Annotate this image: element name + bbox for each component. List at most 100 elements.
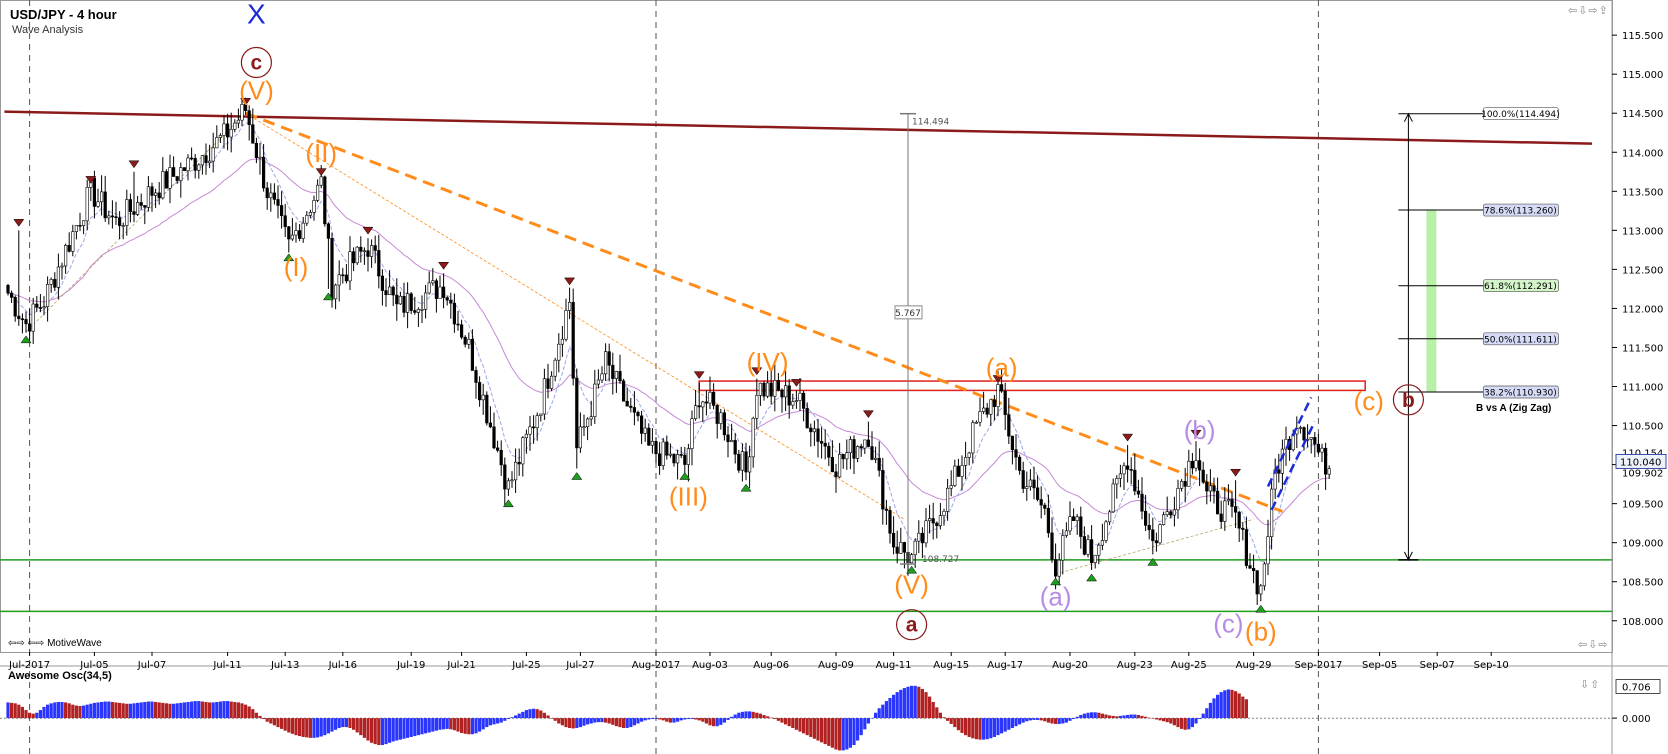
pivot-low-marker	[906, 565, 918, 574]
motivewave-brand[interactable]: ⇦⇨ ⇦⇨ MotiveWave	[8, 638, 102, 649]
osc-bar	[805, 718, 809, 736]
wave-label: (a)	[1040, 581, 1072, 611]
candle-body	[258, 156, 262, 159]
candle-body	[585, 418, 590, 428]
candle-body	[1118, 473, 1122, 479]
osc-bar	[812, 718, 816, 739]
osc-bar	[589, 718, 593, 724]
candle-body	[888, 510, 892, 534]
orange-downtrend-line	[245, 111, 1283, 513]
osc-bar	[323, 718, 327, 736]
osc-bar	[737, 712, 741, 719]
osc-bar	[524, 710, 528, 719]
candle-body	[593, 383, 597, 418]
osc-bar	[434, 718, 438, 731]
osc-bar	[996, 718, 1000, 736]
candle-body	[1183, 481, 1187, 487]
candle-body	[582, 426, 586, 429]
osc-bar	[280, 718, 284, 729]
pivot-low-marker	[1255, 604, 1267, 613]
candle-body	[319, 176, 323, 186]
candle-body	[521, 437, 525, 465]
candle-body	[470, 339, 475, 371]
osc-bar	[388, 718, 392, 743]
osc-bar	[802, 718, 806, 734]
osc-bar	[186, 701, 190, 719]
candle-body	[1097, 544, 1101, 556]
candle-body	[1190, 460, 1194, 469]
candle-body	[431, 280, 435, 284]
candle-body	[6, 284, 10, 294]
candle-body	[1043, 504, 1047, 509]
osc-bar	[636, 718, 640, 724]
candle-body	[722, 412, 726, 436]
osc-bar	[546, 715, 550, 719]
candle-body	[737, 453, 741, 471]
osc-bar	[1190, 718, 1194, 728]
pane-controls-bottom[interactable]: ⇦⇩⇨	[1578, 639, 1609, 651]
candle-body	[834, 471, 838, 478]
osc-bar	[247, 706, 251, 719]
y-tick-label: 112.500	[1622, 265, 1663, 276]
osc-bar	[1072, 718, 1076, 720]
osc-bar	[244, 704, 248, 719]
candle-body	[1100, 540, 1104, 546]
osc-bar	[121, 703, 125, 719]
osc-bar	[499, 718, 503, 723]
candle-body	[42, 306, 46, 309]
osc-bar	[132, 703, 136, 719]
osc-bar	[733, 714, 737, 719]
candle-body	[445, 297, 449, 301]
candle-body	[942, 511, 946, 516]
osc-bar	[960, 718, 964, 733]
osc-bar	[902, 688, 906, 719]
candle-body	[510, 479, 514, 482]
fib-level-label: 61.8%(112.291)	[1484, 282, 1557, 292]
candle-body	[387, 286, 392, 296]
candle-body	[27, 323, 32, 332]
candle-body	[783, 385, 788, 398]
osc-bar	[208, 702, 212, 719]
osc-bar	[64, 702, 68, 719]
candle-body	[1234, 506, 1238, 513]
candle-body	[751, 417, 755, 458]
osc-bar	[492, 718, 496, 725]
candle-body	[172, 167, 176, 177]
candle-body	[614, 371, 618, 379]
osc-bar	[1219, 692, 1223, 719]
candle-body	[989, 399, 993, 415]
osc-bar	[629, 718, 633, 728]
osc-bar	[632, 718, 636, 726]
pane-controls-top[interactable]: ⇦⇩⇨⇪	[1568, 5, 1609, 17]
osc-bar	[1097, 712, 1101, 719]
osc-bar	[254, 712, 258, 719]
candle-body	[1324, 447, 1328, 475]
tan-guide-line-2	[1055, 518, 1254, 575]
candle-body	[481, 394, 485, 401]
candle-body	[92, 177, 96, 207]
osc-bar	[510, 717, 514, 719]
candle-body	[848, 439, 852, 453]
wave-label: (V)	[239, 75, 274, 105]
candle-body	[513, 461, 518, 481]
candle-body	[1104, 521, 1108, 541]
pivot-high-marker	[128, 160, 140, 169]
osc-bar	[809, 718, 813, 737]
x-tick-label: Jul-05	[79, 660, 108, 671]
wave-label: (III)	[669, 481, 708, 511]
osc-bar	[1133, 714, 1137, 719]
candle-body	[935, 522, 939, 526]
osc-bar	[913, 685, 917, 719]
osc-bar	[931, 701, 935, 719]
candle-body	[1302, 427, 1306, 441]
osc-bar	[449, 718, 453, 730]
candle-body	[1223, 500, 1227, 522]
candle-body	[362, 250, 367, 253]
candle-body	[1086, 539, 1090, 555]
candle-body	[161, 171, 165, 199]
wave-label: (c)	[1213, 609, 1243, 639]
osc-pane-controls[interactable]: ⇩⇧	[1580, 679, 1601, 691]
candle-body	[31, 303, 35, 332]
pivot-high-marker	[1190, 429, 1202, 438]
